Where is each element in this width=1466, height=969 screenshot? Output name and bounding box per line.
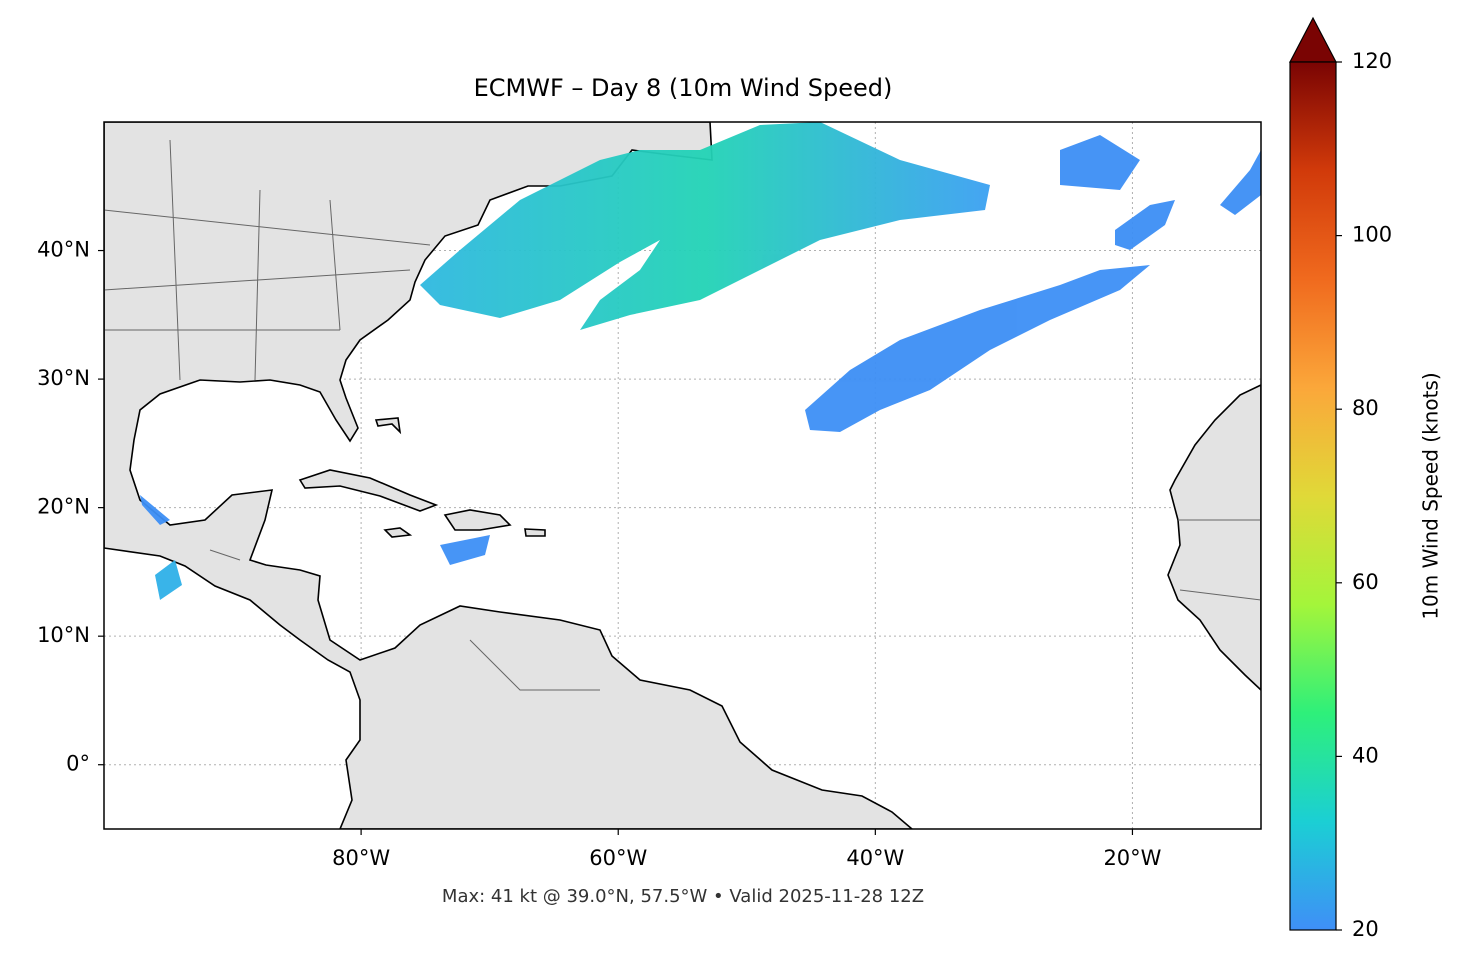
colorbar-tick-label: 120 — [1352, 49, 1392, 73]
footer-note: Max: 41 kt @ 39.0°N, 57.5°W • Valid 2025… — [442, 886, 924, 907]
americas — [104, 122, 914, 829]
wind-field — [140, 122, 1261, 600]
chart-title: ECMWF – Day 8 (10m Wind Speed) — [474, 74, 893, 102]
us-states — [104, 139, 1261, 691]
bahamas — [374, 417, 402, 435]
x-tick-label: 20°W — [1103, 846, 1161, 870]
x-tick-label: 60°W — [589, 846, 647, 870]
colorbar-tick-label: 40 — [1352, 743, 1379, 767]
x-tick-label: 80°W — [332, 846, 390, 870]
plot-frame — [103, 121, 1262, 830]
colorbar-tick-label: 100 — [1352, 223, 1392, 247]
colorbar-extend — [1289, 16, 1337, 63]
y-tick-label: 30°N — [37, 366, 90, 390]
hispaniola — [443, 509, 512, 531]
colorbar-label: 10m Wind Speed (knots) — [1419, 372, 1443, 619]
y-tick-label: 0° — [66, 752, 90, 776]
africa — [1167, 384, 1261, 692]
y-tick-label: 20°N — [37, 495, 90, 519]
colorbar: 10m Wind Speed (knots) 20 40 60 80 100 120 — [1289, 16, 1443, 941]
map-area — [104, 122, 1261, 829]
cuba — [298, 469, 439, 512]
puerto-rico — [524, 528, 546, 537]
colorbar-tick-label: 80 — [1352, 396, 1379, 420]
y-tick-label: 40°N — [37, 238, 90, 262]
axes: 80°W 60°W 40°W 20°W 0° 10°N 20°N 30°N 40°N — [37, 238, 1162, 870]
y-tick-label: 10°N — [37, 623, 90, 647]
x-tick-label: 40°W — [846, 846, 904, 870]
colorbar-tick-label: 20 — [1352, 917, 1379, 941]
colorbar-tick-label: 60 — [1352, 570, 1379, 594]
colorbar-bar — [1289, 61, 1337, 931]
jamaica — [383, 527, 413, 538]
